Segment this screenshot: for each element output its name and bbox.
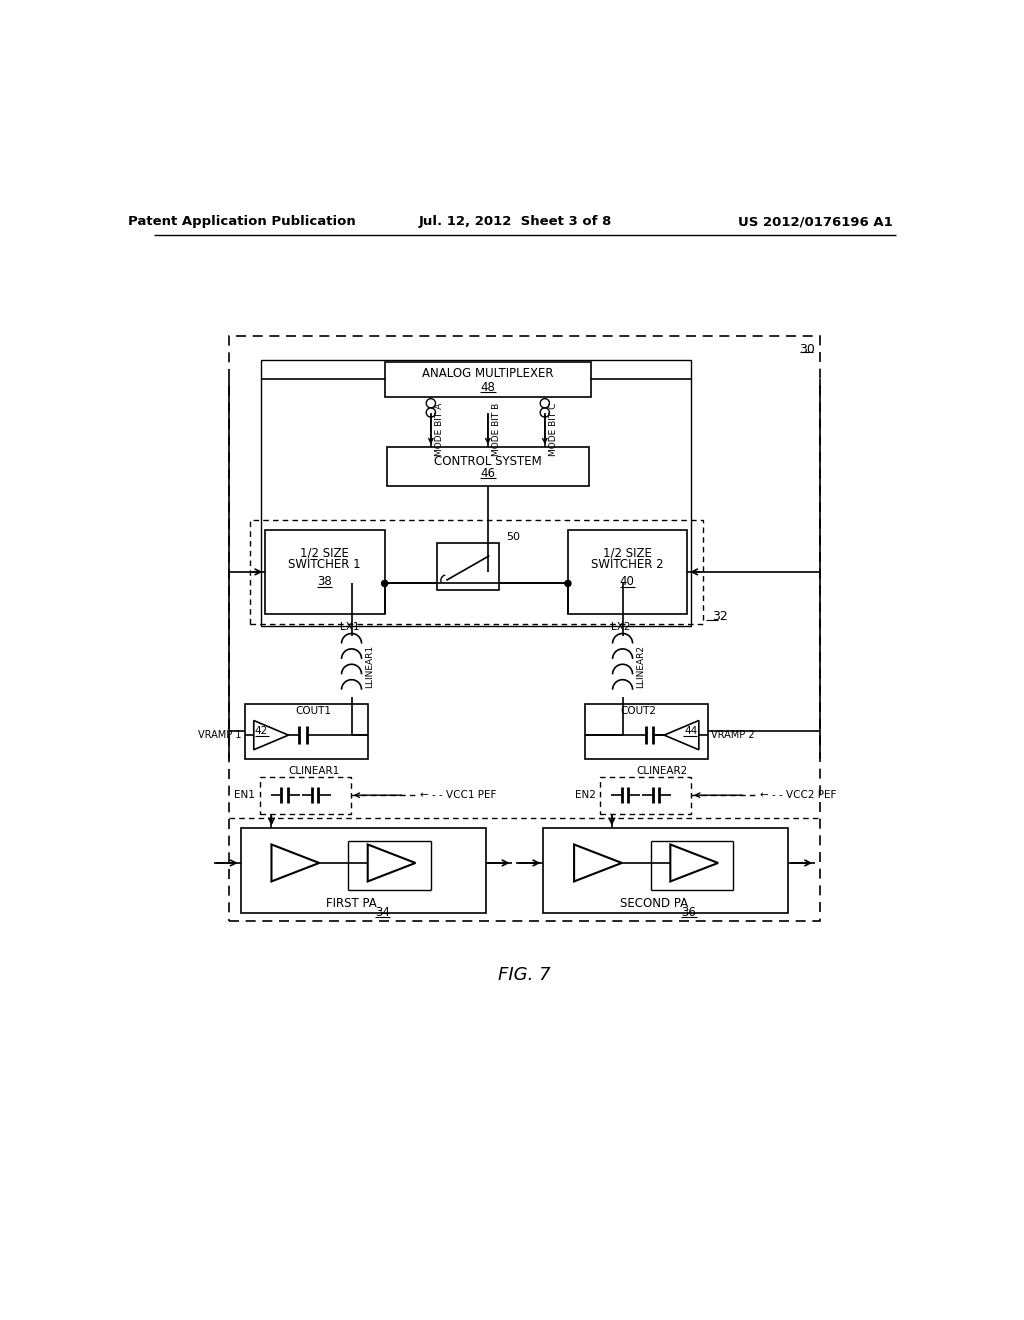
Text: SECOND PA: SECOND PA <box>621 898 688 911</box>
Text: 36: 36 <box>681 906 696 919</box>
Bar <box>245 704 368 759</box>
Bar <box>229 335 820 921</box>
Text: 42: 42 <box>255 726 268 735</box>
Text: MODE BIT A: MODE BIT A <box>435 403 443 457</box>
Text: US 2012/0176196 A1: US 2012/0176196 A1 <box>738 215 893 228</box>
Text: MODE BIT C: MODE BIT C <box>549 403 558 457</box>
Text: 34: 34 <box>375 906 390 919</box>
Circle shape <box>565 581 571 586</box>
Text: 40: 40 <box>620 576 635 589</box>
Text: Patent Application Publication: Patent Application Publication <box>128 215 356 228</box>
Bar <box>585 704 708 759</box>
Bar <box>265 529 385 614</box>
Text: Jul. 12, 2012  Sheet 3 of 8: Jul. 12, 2012 Sheet 3 of 8 <box>419 215 612 228</box>
Text: FIRST PA: FIRST PA <box>327 898 377 911</box>
Bar <box>437 544 499 590</box>
Text: 46: 46 <box>480 467 496 480</box>
Text: ← - - VCC1 PEF: ← - - VCC1 PEF <box>420 791 497 800</box>
Text: 50: 50 <box>506 532 520 543</box>
Text: COUT2: COUT2 <box>621 706 656 717</box>
Bar <box>241 829 485 913</box>
Text: 44: 44 <box>684 726 697 735</box>
Text: SWITCHER 2: SWITCHER 2 <box>591 558 664 572</box>
Bar <box>260 776 351 813</box>
Text: MODE BIT B: MODE BIT B <box>492 403 501 457</box>
Text: COUT1: COUT1 <box>296 706 332 717</box>
Text: CONTROL SYSTEM: CONTROL SYSTEM <box>434 454 542 467</box>
Bar <box>385 363 591 397</box>
Text: CLINEAR2: CLINEAR2 <box>636 766 687 776</box>
Text: FIG. 7: FIG. 7 <box>499 966 551 983</box>
Text: 30: 30 <box>799 343 814 356</box>
Text: EN1: EN1 <box>234 791 255 800</box>
Text: VRAMP 1: VRAMP 1 <box>198 730 242 741</box>
Text: CLINEAR1: CLINEAR1 <box>288 766 339 776</box>
Bar <box>261 360 691 626</box>
Text: 48: 48 <box>480 380 496 393</box>
Bar <box>568 529 687 614</box>
Text: LX1: LX1 <box>340 622 359 632</box>
Text: 1/2 SIZE: 1/2 SIZE <box>603 546 651 560</box>
Text: LLINEAR1: LLINEAR1 <box>366 645 375 688</box>
Bar <box>544 829 788 913</box>
Text: ← - - VCC2 PEF: ← - - VCC2 PEF <box>761 791 837 800</box>
Text: EN2: EN2 <box>574 791 596 800</box>
Text: 1/2 SIZE: 1/2 SIZE <box>300 546 349 560</box>
Text: 38: 38 <box>317 576 332 589</box>
Text: VRAMP 2: VRAMP 2 <box>711 730 755 741</box>
Bar <box>387 447 589 486</box>
Text: LX2: LX2 <box>611 622 631 632</box>
Bar <box>600 776 691 813</box>
Text: ANALOG MULTIPLEXER: ANALOG MULTIPLEXER <box>422 367 554 380</box>
Text: LLINEAR2: LLINEAR2 <box>637 645 645 688</box>
Text: 32: 32 <box>712 610 728 623</box>
Text: SWITCHER 1: SWITCHER 1 <box>289 558 360 572</box>
Bar <box>250 520 702 624</box>
Circle shape <box>382 581 388 586</box>
